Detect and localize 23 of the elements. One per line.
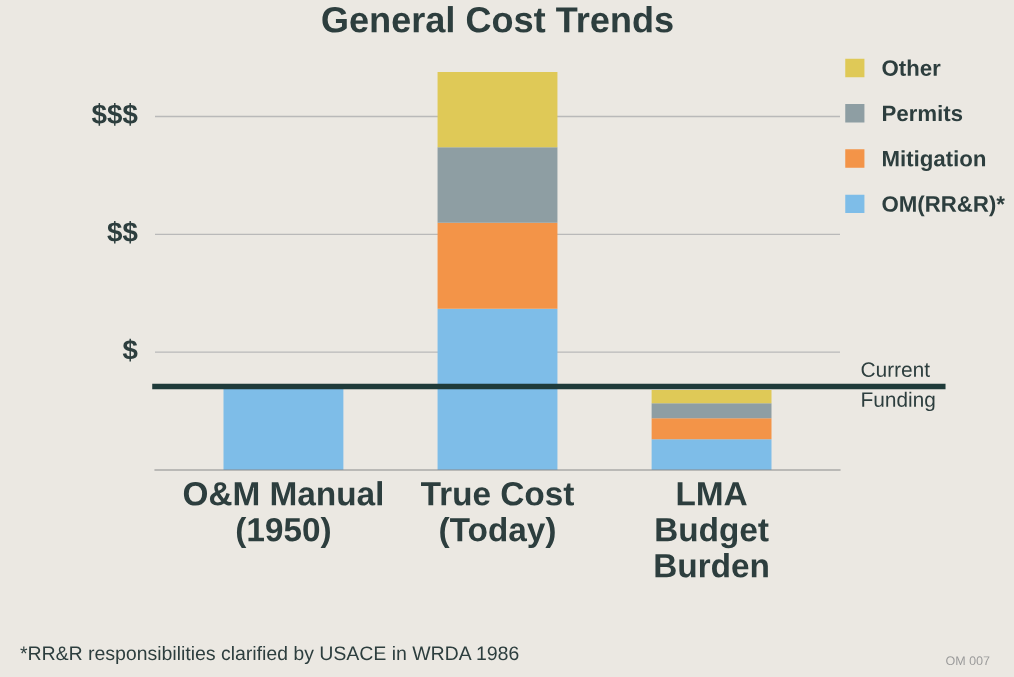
bar bbox=[223, 386, 344, 470]
x-tick-label: True Cost (Today) bbox=[421, 481, 574, 549]
bar bbox=[437, 147, 558, 223]
bar bbox=[437, 308, 558, 470]
legend-label: Other bbox=[882, 59, 941, 76]
ref-line-label: $ bbox=[122, 338, 138, 362]
bar bbox=[651, 439, 772, 470]
ref-line-label: $$$ bbox=[91, 103, 138, 126]
bar bbox=[437, 222, 558, 309]
x-tick-label: LMA Budget Burden bbox=[655, 482, 769, 578]
bar bbox=[651, 389, 772, 404]
bar bbox=[651, 418, 772, 440]
legend-label: OM(RR&R)* bbox=[882, 195, 1005, 217]
ref-line-label: $$ bbox=[107, 220, 138, 244]
legend-label: Permits bbox=[883, 104, 963, 122]
chart-title: General Cost Trends bbox=[322, 6, 673, 33]
text: OM 007 bbox=[946, 656, 990, 666]
legend-label: Mitigation bbox=[883, 150, 986, 171]
bar bbox=[437, 71, 558, 148]
text: *RR&R responsibilities clarified by USACE in WRDA 1986 bbox=[20, 645, 519, 665]
bar bbox=[651, 403, 772, 419]
x-tick-label: O&M Manual (1950) bbox=[183, 481, 383, 549]
ref-line-label: Current Funding bbox=[861, 362, 935, 412]
